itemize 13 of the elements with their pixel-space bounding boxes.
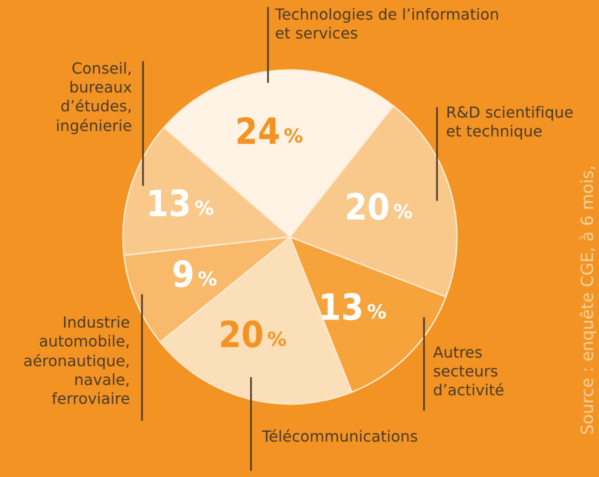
data-label: 9 % bbox=[174, 260, 217, 288]
data-label: 13 % bbox=[322, 292, 386, 320]
slice-label: Technologies de l’information et services bbox=[274, 8, 498, 39]
source-note: Source : enquête CGE, à 6 mois, bbox=[580, 166, 596, 434]
slice-label: Industrie automobile, aéronautique, navale, ferroviaire bbox=[24, 316, 130, 404]
data-label: 20% bbox=[347, 192, 412, 220]
slice-label: Autres secteurs d’activité bbox=[433, 346, 504, 396]
data-label: 20% bbox=[221, 320, 286, 348]
slice-label: R&D scientifique et technique bbox=[446, 106, 573, 140]
data-label: 24% bbox=[238, 117, 303, 144]
data-label: 13 % bbox=[150, 189, 214, 217]
slice-label: Télécommunications bbox=[262, 429, 418, 442]
slice-label: Conseil, bureaux d’études, ingénierie bbox=[57, 62, 132, 134]
